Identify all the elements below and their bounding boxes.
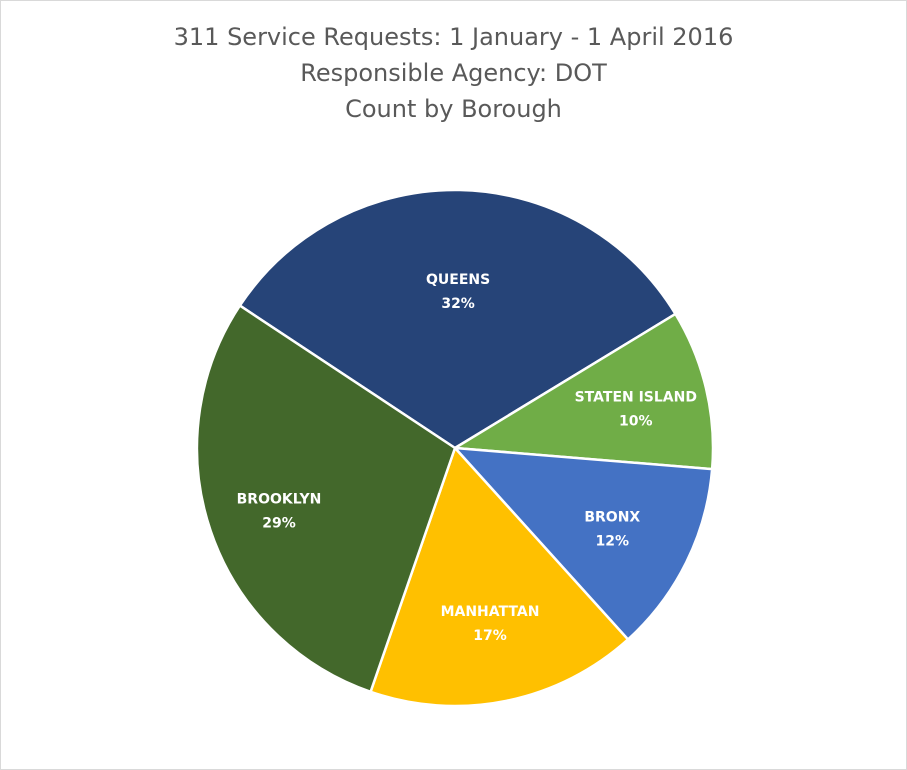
slice-label-manhattan: MANHATTAN	[441, 604, 540, 620]
pie-slice-queens	[238, 188, 677, 450]
pie-labels: QUEENS 32% STATEN ISLAND 10% BRONX 12% MANHATT…	[237, 272, 697, 644]
slice-percent-brooklyn: 29%	[262, 516, 296, 532]
slice-label-queens: QUEENS	[426, 272, 490, 288]
slice-label-brooklyn: BROOKLYN	[237, 492, 322, 508]
pie-slice-bronx	[453, 446, 714, 641]
slice-percent-bronx: 12%	[596, 534, 630, 550]
pie-slice-brooklyn	[195, 304, 457, 694]
slice-label-bronx: BRONX	[584, 510, 640, 526]
slice-label-staten-island: STATEN ISLAND	[575, 389, 697, 405]
chart-title-line-1: 311 Service Requests: 1 January - 1 Apri…	[173, 23, 734, 51]
slice-percent-queens: 32%	[441, 296, 475, 312]
slice-percent-staten-island: 10%	[619, 413, 653, 429]
slice-percent-manhattan: 17%	[473, 628, 507, 644]
pie-slice-manhattan	[369, 446, 630, 708]
pie-slices	[195, 188, 715, 708]
chart-title-line-3: Count by Borough	[345, 95, 562, 123]
chart-title: 311 Service Requests: 1 January - 1 Apri…	[1, 19, 906, 127]
chart-title-line-2: Responsible Agency: DOT	[300, 59, 607, 87]
pie-slice-staten-island	[453, 312, 715, 471]
